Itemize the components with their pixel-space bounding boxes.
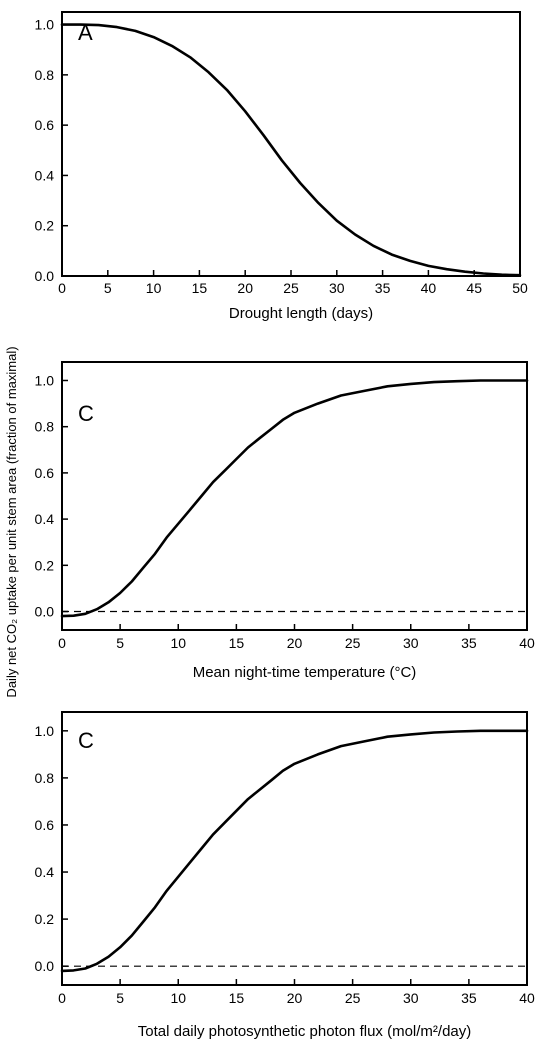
x-tick-label: 10 xyxy=(170,635,186,651)
x-tick-label: 15 xyxy=(229,990,245,1006)
x-tick-label: 50 xyxy=(512,280,528,296)
x-tick-label: 35 xyxy=(461,990,477,1006)
x-tick-label: 0 xyxy=(58,280,66,296)
y-tick-label: 0.2 xyxy=(35,911,55,927)
x-tick-label: 25 xyxy=(345,990,361,1006)
x-tick-label: 45 xyxy=(466,280,482,296)
y-tick-label: 0.6 xyxy=(35,465,55,481)
panel-c-photon-flux: 0 5 10 15 20 25 30 35 40 0.0 0.2 0.4 0.6 0.8 1.0 C Total… xyxy=(35,711,535,1040)
y-tick-label: 0.4 xyxy=(35,511,55,527)
series-line xyxy=(60,379,529,618)
x-tick-label: 0 xyxy=(58,990,66,1006)
y-tick-label: 0.8 xyxy=(35,67,55,83)
panel-letter: A xyxy=(78,20,93,45)
y-tick-label: 0.2 xyxy=(35,218,55,234)
x-tick-label: 30 xyxy=(403,990,419,1006)
panel-letter: C xyxy=(78,728,94,753)
x-tick-label: 15 xyxy=(229,635,245,651)
x-tick-label: 40 xyxy=(519,990,535,1006)
y-tick-label: 0.6 xyxy=(35,117,55,133)
panel-a: 0 5 10 15 20 25 30 35 40 45 50 0.0 0.2 0.4 0.6 0.8 1.0 A D… xyxy=(35,11,528,322)
x-tick-label: 5 xyxy=(116,635,124,651)
plot-frame xyxy=(61,711,528,986)
x-tick-label: 15 xyxy=(192,280,208,296)
panel-c-temperature: 0 5 10 15 20 25 30 35 40 0.0 0.2 0.4 0.6 0.8 1.0 C Mean … xyxy=(35,361,535,681)
x-tick-label: 5 xyxy=(116,990,124,1006)
y-tick-label: 0.0 xyxy=(35,604,55,620)
x-tick-label: 30 xyxy=(329,280,345,296)
x-tick-label: 0 xyxy=(58,635,66,651)
y-tick-label: 0.2 xyxy=(35,557,55,573)
y-tick-label: 0.8 xyxy=(35,770,55,786)
x-axis-label: Drought length (days) xyxy=(229,305,373,322)
x-axis-label: Mean night-time temperature (°C) xyxy=(193,664,417,681)
plot-frame xyxy=(61,361,528,631)
panel-letter: C xyxy=(78,401,94,426)
y-tick-label: 0.4 xyxy=(35,864,55,880)
x-tick-label: 25 xyxy=(345,635,361,651)
x-tick-label: 20 xyxy=(237,280,253,296)
x-tick-label: 25 xyxy=(283,280,299,296)
x-tick-label: 5 xyxy=(104,280,112,296)
x-tick-label: 10 xyxy=(170,990,186,1006)
x-tick-label: 30 xyxy=(403,635,419,651)
x-tick-label: 20 xyxy=(287,635,303,651)
x-tick-label: 40 xyxy=(519,635,535,651)
y-tick-label: 0.0 xyxy=(35,268,55,284)
x-tick-label: 35 xyxy=(375,280,391,296)
shared-y-axis-label: Daily net CO₂ uptake per unit stem area … xyxy=(4,346,19,697)
y-tick-label: 1.0 xyxy=(35,17,55,33)
x-tick-label: 20 xyxy=(287,990,303,1006)
y-tick-label: 0.6 xyxy=(35,817,55,833)
series-line xyxy=(60,729,529,973)
x-tick-label: 10 xyxy=(146,280,162,296)
y-tick-label: 0.4 xyxy=(35,167,55,183)
x-tick-label: 40 xyxy=(421,280,437,296)
plot-frame xyxy=(61,11,521,277)
x-axis-label: Total daily photosynthetic photon flux (… xyxy=(138,1023,472,1040)
y-tick-label: 0.0 xyxy=(35,958,55,974)
y-tick-label: 1.0 xyxy=(35,723,55,739)
y-tick-label: 0.8 xyxy=(35,419,55,435)
series-line xyxy=(60,23,522,277)
x-tick-label: 35 xyxy=(461,635,477,651)
y-tick-label: 1.0 xyxy=(35,372,55,388)
